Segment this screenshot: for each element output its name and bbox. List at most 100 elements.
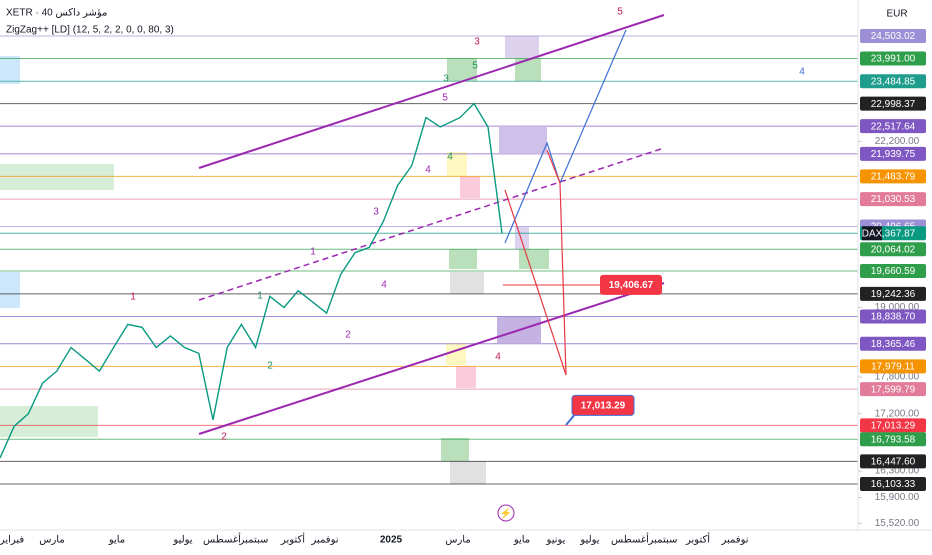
wave-label: 1 [130, 292, 136, 303]
zone [499, 127, 547, 153]
zone [515, 58, 541, 81]
x-tick-label: أغسطس [203, 533, 241, 546]
x-tick-label: مارس [445, 535, 470, 546]
x-tick-label: يونيو [546, 535, 566, 546]
level-label-box [860, 51, 926, 66]
level-label: 16,793.58 [871, 434, 916, 445]
projection [504, 29, 627, 244]
x-tick-label: فبراير [0, 535, 24, 546]
wave-label: 3 [373, 207, 379, 218]
level-label-box [860, 242, 926, 257]
zone [446, 343, 466, 365]
zone [0, 56, 20, 84]
level-label-box [860, 169, 926, 184]
zone [515, 227, 529, 249]
price-callout-label: 19,406.67 [609, 280, 654, 291]
y-tick-label: 17,200.00 [875, 408, 920, 419]
level-label: 16,447.60 [871, 457, 916, 468]
x-tick-label: مايو [108, 535, 125, 546]
level-label-box [860, 146, 926, 161]
channel-line [198, 14, 665, 169]
projection [504, 189, 567, 376]
price-callout-label: 17,013.29 [581, 400, 626, 411]
x-tick-label: أكتوبر [280, 533, 305, 546]
y-tick-label: 22,200.00 [875, 136, 920, 147]
wave-label: 1 [257, 291, 263, 302]
x-tick-label: نوفمبر [310, 535, 338, 546]
x-tick-label: يوليو [579, 535, 599, 546]
zone [456, 366, 476, 388]
level-label: 18,838.70 [871, 312, 916, 323]
wave-label: 4 [447, 152, 453, 163]
zone [449, 249, 477, 269]
price-callout [571, 394, 635, 416]
ticker-box [862, 226, 882, 241]
level-label: 17,599.79 [871, 384, 916, 395]
level-label: 23,484.85 [871, 76, 916, 87]
wave-label: 1 [310, 247, 316, 258]
level-label: 17,979.11 [871, 362, 915, 373]
level-label-box [860, 336, 926, 351]
level-label: 23,991.00 [871, 54, 916, 65]
level-label-box [860, 382, 926, 397]
zones [0, 36, 549, 484]
x-tick-label: سبتمبر [239, 535, 269, 546]
levels [0, 35, 858, 485]
zone [450, 461, 486, 484]
wave-label: 4 [425, 165, 431, 176]
ticker: DAX [862, 228, 883, 239]
y-tick-label: 17,800.00 [875, 372, 920, 383]
x-tick-label: أغسطس [611, 533, 649, 546]
symbol: XETR · مؤشر داكس 40 [6, 8, 107, 19]
plot [0, 102, 503, 459]
x-tick-label: 2025 [380, 535, 403, 546]
wave-label: 3 [474, 37, 480, 48]
level-label: 24,503.02 [871, 31, 916, 42]
y-tick-label: 16,300.00 [875, 466, 920, 477]
level-label: 20,064.02 [871, 244, 916, 255]
wave-label: 2 [221, 432, 227, 443]
level-label-box [860, 418, 926, 433]
x-tick-label: أكتوبر [685, 533, 710, 546]
wave-label: 5 [472, 61, 478, 72]
wave-label: 4 [799, 67, 805, 78]
wave-label: 5 [617, 7, 623, 18]
zone [447, 152, 467, 176]
zone [447, 58, 477, 81]
level-label: 22,998.37 [871, 99, 916, 110]
level-label-box [860, 454, 926, 469]
level-label: 20,367.87 [871, 228, 916, 239]
zone [0, 406, 98, 437]
wave-label: 4 [381, 280, 387, 291]
event-icon [497, 504, 515, 522]
channel-line [198, 282, 665, 435]
level-label-box [860, 263, 926, 278]
level-label: 16,103.33 [871, 479, 916, 490]
x-tick-label: نوفمبر [720, 535, 748, 546]
level-label: 21,030.53 [871, 194, 916, 205]
mid-line [198, 147, 665, 301]
x-tick-label: يوليو [172, 535, 192, 546]
currency: EUR [886, 9, 907, 20]
level-label-box [860, 192, 926, 207]
level-label-box [860, 359, 926, 374]
wave-label: 2 [345, 330, 351, 341]
level-label: 21,939.75 [871, 149, 916, 160]
level-label: 21,483.79 [871, 171, 916, 182]
level-label: 19,242.36 [871, 289, 916, 300]
level-label-box [860, 286, 926, 301]
x-tick-label: مارس [39, 535, 64, 546]
price-callout [600, 274, 662, 295]
zone [519, 249, 549, 269]
indicator: ZigZag++ [LD] (12, 5, 2, 2, 0, 0, 80, 3) [6, 25, 174, 36]
level-label-box [860, 119, 926, 134]
price-line [0, 102, 503, 459]
y-tick-label: 19,000.00 [875, 302, 920, 313]
x-tick-label: سبتمبر [648, 535, 678, 546]
level-label: 17,013.29 [871, 420, 916, 431]
wave-label: 4 [495, 352, 501, 363]
level-label-box [860, 476, 926, 491]
zone [0, 164, 114, 190]
projection [546, 149, 567, 376]
